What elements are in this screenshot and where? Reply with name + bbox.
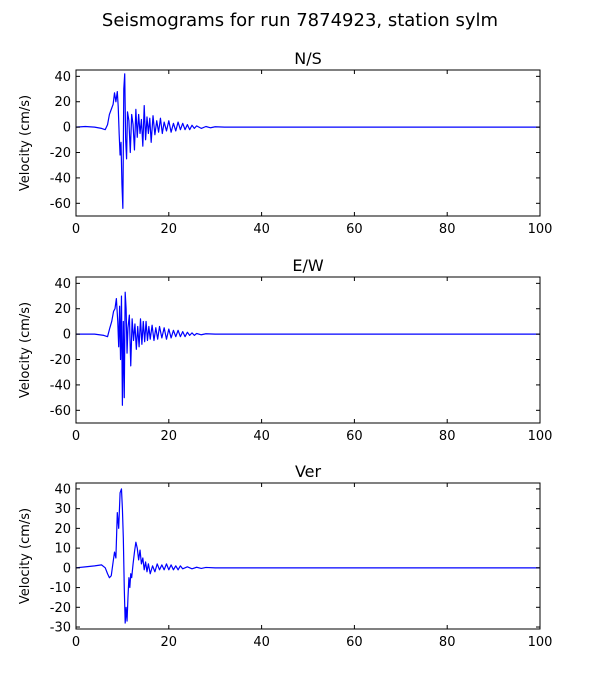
y-tick-label: 20 [54, 522, 71, 537]
y-tick-label: 40 [54, 70, 71, 85]
x-tick-label: 20 [161, 635, 178, 650]
y-tick-label: 40 [54, 482, 71, 497]
y-axis-label: Velocity (cm/s) [18, 302, 33, 398]
y-axis-label: Velocity (cm/s) [18, 95, 33, 191]
axes-frame [75, 482, 541, 630]
y-tick-label: 0 [63, 561, 71, 576]
x-tick-label: 100 [528, 222, 553, 237]
axes-frame [75, 276, 541, 424]
x-tick-label: 80 [439, 429, 456, 444]
y-tick-label: 0 [63, 328, 71, 343]
x-tick-label: 60 [346, 429, 363, 444]
y-tick-label: 20 [54, 95, 71, 110]
x-tick-label: 100 [528, 635, 553, 650]
y-tick-label: -20 [50, 601, 71, 616]
panel-title: E/W [292, 256, 324, 275]
x-tick-label: 40 [253, 222, 270, 237]
y-tick-label: -60 [50, 197, 71, 212]
panel-title: N/S [294, 49, 322, 68]
chart-panel-e-w: 0 20 40 60 80 100 -60 -40 -20 0 20 40 E/W Velocity (c… [18, 256, 552, 444]
chart-panel-n-s: 0 20 40 60 80 100 -60 -40 -20 0 20 40 N/S Velocity (c… [18, 49, 552, 237]
y-tick-label: -40 [50, 171, 71, 186]
y-tick-label: 0 [63, 121, 71, 136]
y-tick-label: -40 [50, 378, 71, 393]
y-tick-label: -30 [50, 621, 71, 636]
x-tick-label: 60 [346, 635, 363, 650]
y-tick-label: -20 [50, 353, 71, 368]
x-tick-label: 40 [253, 429, 270, 444]
y-tick-label: -10 [50, 581, 71, 596]
x-tick-label: 80 [439, 222, 456, 237]
y-tick-label: 30 [54, 502, 71, 517]
x-tick-label: 100 [528, 429, 553, 444]
x-tick-label: 0 [72, 429, 80, 444]
panel-title: Ver [295, 462, 322, 481]
series-line [76, 291, 540, 406]
series-line [76, 73, 540, 209]
x-tick-label: 0 [72, 635, 80, 650]
axes-frame [75, 69, 541, 217]
x-tick-label: 20 [161, 429, 178, 444]
figure-title: Seismograms for run 7874923, station syl… [101, 10, 499, 31]
y-tick-label: 40 [54, 277, 71, 292]
x-tick-label: 60 [346, 222, 363, 237]
x-tick-label: 0 [72, 222, 80, 237]
series-line [76, 488, 540, 624]
y-tick-label: 10 [54, 542, 71, 557]
chart-panel-ver: 0 20 40 60 80 100 -30 -20 -10 0 10 20 30 40 Ver Velocit… [18, 462, 552, 650]
y-axis-label: Velocity (cm/s) [18, 508, 33, 604]
x-tick-label: 20 [161, 222, 178, 237]
y-tick-label: 20 [54, 302, 71, 317]
x-tick-label: 80 [439, 635, 456, 650]
x-tick-label: 40 [253, 635, 270, 650]
y-tick-label: -60 [50, 404, 71, 419]
y-tick-label: -20 [50, 146, 71, 161]
